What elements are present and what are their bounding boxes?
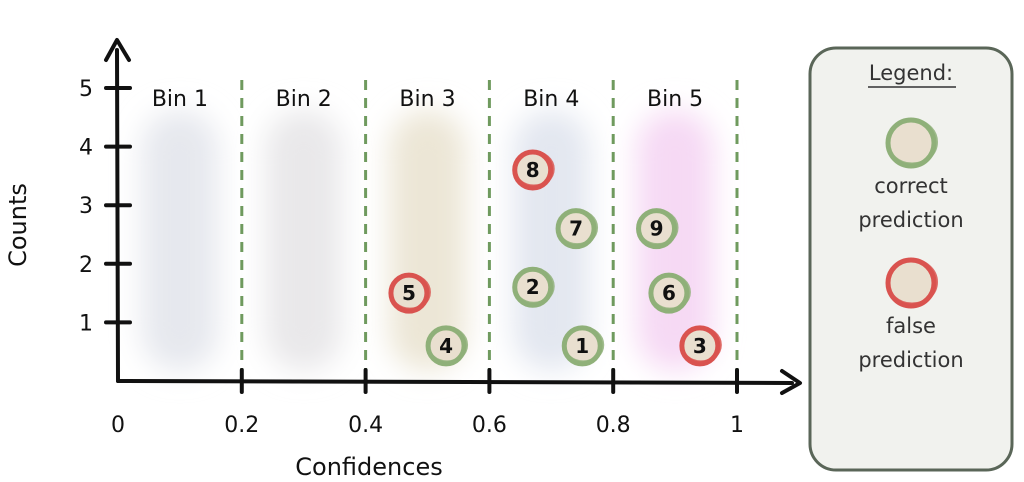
data-point: 7 [555, 208, 599, 250]
x-tick-label: 1 [730, 413, 744, 438]
legend-item-label: false [886, 314, 936, 338]
data-point-ring [648, 273, 691, 311]
x-tick-label: 0.4 [348, 413, 383, 438]
legend-item-label: prediction [858, 348, 963, 372]
x-tick-label: 0 [111, 413, 125, 438]
y-tick-label: 5 [79, 77, 93, 102]
data-point-ring [556, 209, 599, 247]
bin-shades [141, 110, 714, 371]
bin-dividers [240, 80, 739, 381]
data-point-label: 5 [402, 281, 416, 305]
data-points: 1 2 3 4 5 6 7 8 9 [388, 149, 722, 367]
y-tick-label: 3 [79, 194, 93, 219]
legend-items: correct prediction false prediction [858, 117, 964, 372]
data-point-label: 3 [693, 334, 707, 358]
y-tick-label: 1 [79, 311, 93, 336]
legend-item-label: correct [874, 174, 948, 198]
data-point-label: 7 [569, 217, 583, 241]
data-point-label: 4 [439, 334, 453, 358]
data-point-ring [512, 267, 555, 305]
data-point-ring [562, 326, 605, 364]
y-tick-label: 2 [79, 253, 93, 278]
data-point-ring [636, 209, 679, 247]
data-point: 8 [512, 149, 555, 191]
legend-false-marker-ring [886, 258, 938, 306]
x-tick-label: 0.2 [224, 413, 259, 438]
legend-title: Legend: [869, 61, 953, 85]
data-point-label: 2 [526, 275, 540, 299]
y-tick-label: 4 [79, 136, 93, 161]
data-point-ring [426, 326, 469, 364]
y-axis-title: Counts [4, 183, 32, 267]
data-point: 4 [425, 325, 469, 367]
data-point: 2 [512, 266, 555, 308]
data-point-label: 6 [662, 281, 676, 305]
bin-label: Bin 1 [152, 87, 208, 112]
legend-false-marker [885, 257, 938, 309]
y-axis-arrowhead [104, 38, 131, 62]
data-point-ring [388, 273, 431, 311]
data-point: 3 [679, 325, 722, 367]
bin-label: Bin 2 [276, 87, 332, 112]
legend-item-label: prediction [858, 208, 963, 232]
data-point-label: 1 [575, 334, 589, 358]
x-tick-label: 0.8 [596, 413, 631, 438]
data-point-label: 8 [526, 158, 540, 182]
data-point: 6 [648, 272, 691, 314]
data-point: 1 [561, 325, 605, 367]
bin-label: Bin 4 [523, 87, 579, 112]
x-axis-line [116, 379, 794, 385]
data-point-label: 9 [650, 217, 664, 241]
bin-shade [265, 110, 343, 371]
legend-correct-marker [885, 117, 938, 169]
axes [104, 38, 802, 395]
x-axis-title: Confidences [295, 453, 442, 481]
data-point-ring [512, 150, 555, 188]
bin-shade [141, 110, 219, 371]
bin-labels: Bin 1 Bin 2 Bin 3 Bin 4 Bin 5 [152, 87, 703, 112]
data-point: 9 [636, 208, 679, 250]
y-axis-line [115, 48, 120, 383]
bin-label: Bin 3 [399, 87, 455, 112]
x-tick-label: 0.6 [472, 413, 507, 438]
data-point-ring [679, 326, 722, 364]
bin-label: Bin 5 [647, 87, 703, 112]
legend-correct-marker-ring [886, 118, 938, 166]
legend: Legend: correct prediction false prediction [808, 46, 1014, 472]
x-axis-arrowhead [780, 369, 802, 395]
data-point: 5 [388, 272, 431, 314]
axis-ticks: 0 0.2 0.4 0.6 0.8 1 1 2 3 4 5 [79, 77, 744, 438]
